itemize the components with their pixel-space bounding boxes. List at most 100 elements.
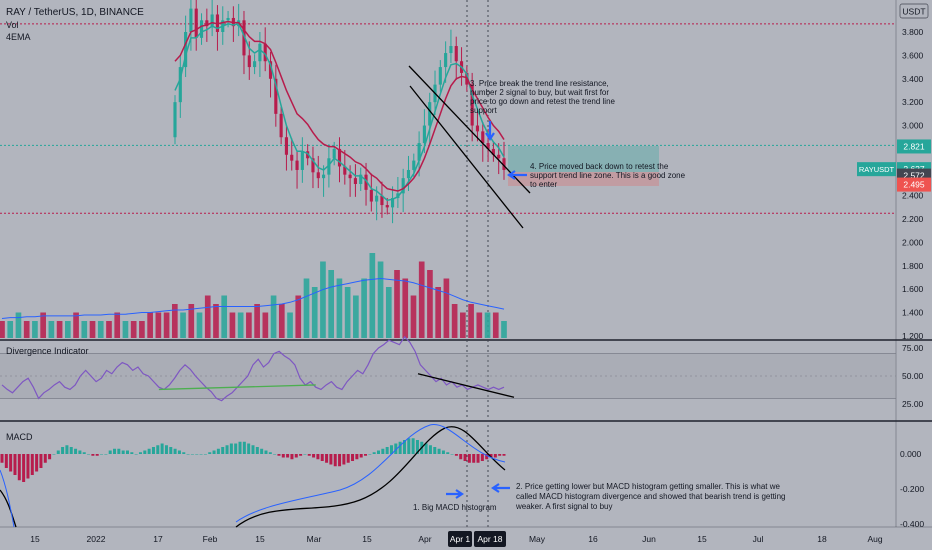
volume-bar [254, 304, 260, 338]
macd-histogram-bar [113, 448, 117, 454]
macd-tick-label: 0.000 [900, 449, 922, 459]
volume-bar [262, 312, 269, 338]
currency-badge[interactable] [899, 3, 929, 19]
symbol-title[interactable]: RAY / TetherUS, 1D, BINANCE [6, 7, 144, 18]
candle-body [454, 46, 458, 62]
arrow-down-icon [485, 121, 495, 141]
trend-lines[interactable] [408, 65, 531, 229]
time-highlight-tag [474, 531, 506, 547]
volume-bar [484, 312, 491, 338]
macd-label[interactable]: MACD [6, 432, 33, 442]
candle-body [210, 14, 214, 27]
trend-line-upper[interactable] [408, 65, 531, 194]
candle-body [242, 20, 246, 56]
macd-histogram-bar [173, 448, 177, 454]
macd-histogram-bar [108, 450, 112, 454]
volume-bar [180, 312, 186, 338]
macd-histogram-bar [225, 445, 229, 454]
macd-histogram-bar [195, 454, 199, 455]
annotation-notes: 3. Price break the trend line resistance… [413, 79, 785, 512]
macd-histogram-bar [307, 454, 311, 456]
candle-body [327, 158, 331, 175]
macd-histogram-bar [52, 454, 56, 455]
candle-body [178, 67, 182, 103]
macd-histogram-bar [121, 450, 125, 454]
macd-histogram-bar [290, 454, 294, 460]
trend-line-lower[interactable] [409, 85, 524, 229]
volume-bar [246, 312, 252, 338]
macd-histogram-bar [441, 450, 445, 454]
price-tick-label: 2.000 [902, 237, 924, 247]
time-tick-label: 15 [362, 534, 372, 544]
entry-stop-zone[interactable] [508, 172, 659, 186]
macd-histogram-bar [160, 443, 164, 454]
candle-body [401, 178, 405, 194]
time-axis[interactable]: 15 2022 17 Feb 15 Mar 15 Apr May 16 Jun 15 Jul 18 Aug A… [30, 531, 883, 547]
macd-histogram-bar [407, 438, 411, 454]
volume-bar [394, 270, 400, 338]
macd-histogram-bar [164, 445, 168, 454]
macd-histogram-bar [346, 454, 350, 463]
macd-histogram-bar [212, 450, 216, 454]
rsi-tick-label: 25.00 [902, 399, 924, 409]
macd-histogram-bar [69, 447, 73, 454]
arrow-left-icon [507, 170, 527, 180]
price-tick-label: 1.400 [902, 308, 924, 318]
ema-label[interactable]: 4EMA [6, 32, 31, 42]
macd-histogram-bar [329, 454, 333, 465]
rsi-tick-label: 75.00 [902, 343, 924, 353]
rsi-trend-line [417, 373, 515, 398]
macd-histogram-bar [17, 454, 21, 481]
volume-bar [97, 321, 104, 338]
entry-target-zone[interactable] [508, 146, 659, 172]
macd-signal-line [235, 426, 506, 528]
candle-body [470, 84, 474, 126]
candle-body [390, 198, 395, 208]
volume-bar [237, 312, 244, 338]
divergence-label[interactable]: Divergence Indicator [6, 346, 89, 356]
candle-body [348, 174, 352, 179]
macd-histogram-bar [498, 454, 502, 456]
candle-body [226, 17, 230, 21]
horizontal-levels[interactable] [0, 23, 896, 214]
macd-histogram-bar [182, 452, 186, 454]
volume-bar [89, 321, 96, 338]
macd-histogram-bar [277, 454, 281, 456]
candle-body [444, 53, 448, 68]
volume-bar [385, 287, 392, 338]
time-tick-label: Aug [867, 534, 882, 544]
candle-body [428, 102, 432, 126]
volume-bar [196, 312, 203, 338]
macd-line-left [0, 469, 15, 528]
volume-bar [270, 295, 277, 338]
macd-histogram-bar [203, 454, 207, 455]
note-line: called MACD histogram divergence and sho… [516, 492, 785, 501]
volume-bar [427, 270, 433, 338]
time-tick-label: 15 [255, 534, 265, 544]
candle-body [353, 178, 357, 184]
rsi-tick-label: 50.00 [902, 371, 924, 381]
ema-fast-line [174, 22, 505, 202]
macd-histogram-bar [247, 443, 251, 454]
macd-histogram-bar [156, 445, 160, 454]
macd-histogram-bar [364, 454, 368, 456]
macd-histogram-bar [177, 450, 181, 454]
macd-histogram-bar [169, 447, 173, 454]
price-tick-label: 1.200 [902, 331, 924, 341]
volume-bar [336, 278, 343, 338]
macd-histogram-bar [502, 454, 506, 456]
macd-histogram-bar [26, 454, 30, 479]
macd-histogram-bar [125, 450, 130, 454]
volume-bar [353, 295, 359, 338]
macd-histogram-bar [255, 447, 259, 454]
macd-histogram-bar [242, 441, 246, 454]
candle-body [316, 172, 320, 179]
macd-histogram-bar [273, 454, 277, 455]
macd-histogram-bar [0, 454, 4, 463]
candle-body [295, 160, 299, 170]
note-1: 1. Big MACD histogram [413, 503, 497, 512]
macd-histogram-bar [312, 454, 316, 458]
volume-bar [295, 295, 302, 338]
vol-label[interactable]: Vol [6, 20, 19, 30]
